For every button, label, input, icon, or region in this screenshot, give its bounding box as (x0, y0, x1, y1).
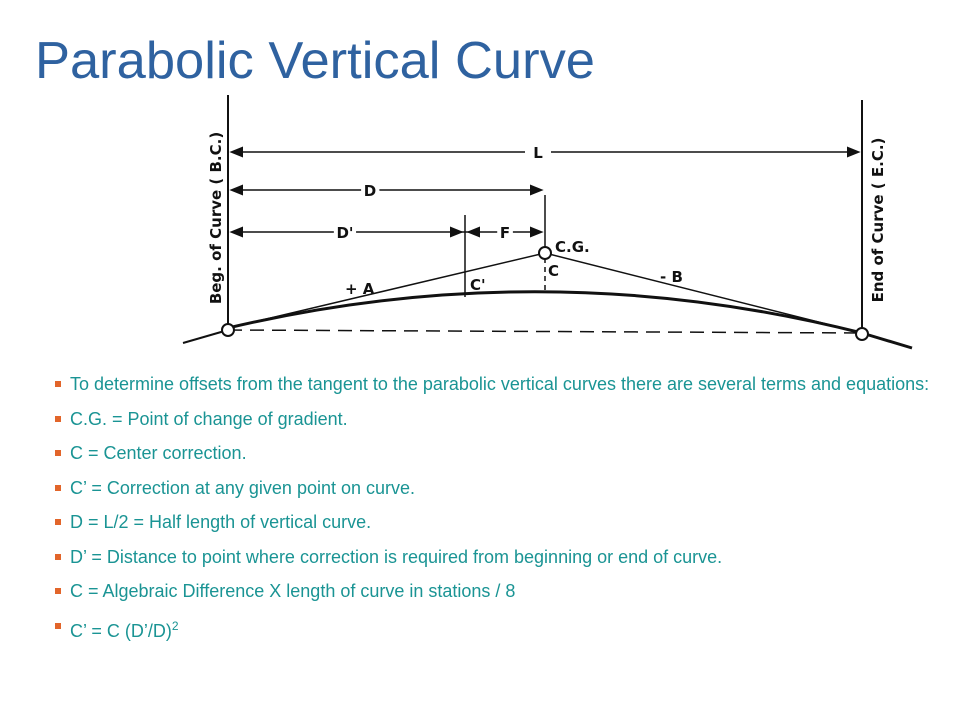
bullet-marker (55, 553, 61, 560)
label-cg: C.G. (555, 238, 590, 256)
bullet-marker (55, 450, 61, 456)
label-l: L (533, 144, 543, 162)
bullet-marker (55, 622, 61, 629)
bullet-text: C.G. = Point of change of gradient. (70, 408, 348, 429)
bullet-text: C’ = Correction at any given point on cu… (70, 477, 416, 498)
bullet-text: To determine offsets from the tangent to… (70, 374, 930, 394)
bullet-text: D = L/2 = Half length of vertical curve. (70, 512, 372, 532)
label-minus-b: - B (660, 268, 683, 286)
bullet-text: C = Algebraic Difference X length of cur… (70, 581, 516, 601)
label-d-prime: D' (336, 224, 353, 242)
bullet-marker (55, 588, 61, 594)
bullet-marker (55, 415, 61, 422)
label-d: D (364, 182, 376, 200)
bullet-text: C = Center correction. (70, 443, 247, 463)
bullet-item: C.G. = Point of change of gradient. (52, 407, 952, 431)
bullet-text: D’ = Distance to point where correction … (70, 546, 723, 567)
bullet-marker (55, 381, 61, 387)
bullet-item: D’ = Distance to point where correction … (52, 545, 952, 569)
bullet-list: To determine offsets from the tangent to… (52, 372, 952, 653)
label-end-curve: End of Curve ( E.C.) (869, 138, 887, 303)
bullet-marker (55, 484, 61, 491)
label-c-prime: C' (470, 276, 486, 294)
label-halo: F (500, 224, 510, 242)
bullet-marker (55, 519, 61, 525)
slide-canvas: Parabolic Vertical Curve L D D D' D' F F… (35, 32, 913, 350)
bullet-item: C = Algebraic Difference X length of cur… (52, 579, 952, 603)
label-c: C (548, 262, 559, 280)
label-beg-curve: Beg. of Curve ( B.C.) (207, 132, 225, 304)
bullet-item: C = Center correction. (52, 441, 952, 465)
diagram-labels: L D D D' D' F F C.G. C C' + A - B Beg. o… (207, 132, 887, 304)
superscript: 2 (171, 618, 179, 633)
label-halo: D' (336, 224, 353, 242)
bullet-item: C’ = C (D’/D)2 (52, 614, 952, 643)
label-plus-a: + A (345, 280, 375, 298)
diagram (182, 95, 913, 350)
slide-title: Parabolic Vertical Curve (35, 32, 595, 90)
bullet-item: To determine offsets from the tangent to… (52, 372, 952, 396)
label-bg (525, 143, 551, 161)
bullet-item: C’ = Correction at any given point on cu… (52, 476, 952, 500)
bullet-item: D = L/2 = Half length of vertical curve. (52, 510, 952, 534)
label-f: F (500, 224, 510, 242)
bullet-text: C’ = C (D’/D) (70, 620, 172, 641)
label-halo: D (364, 182, 376, 200)
